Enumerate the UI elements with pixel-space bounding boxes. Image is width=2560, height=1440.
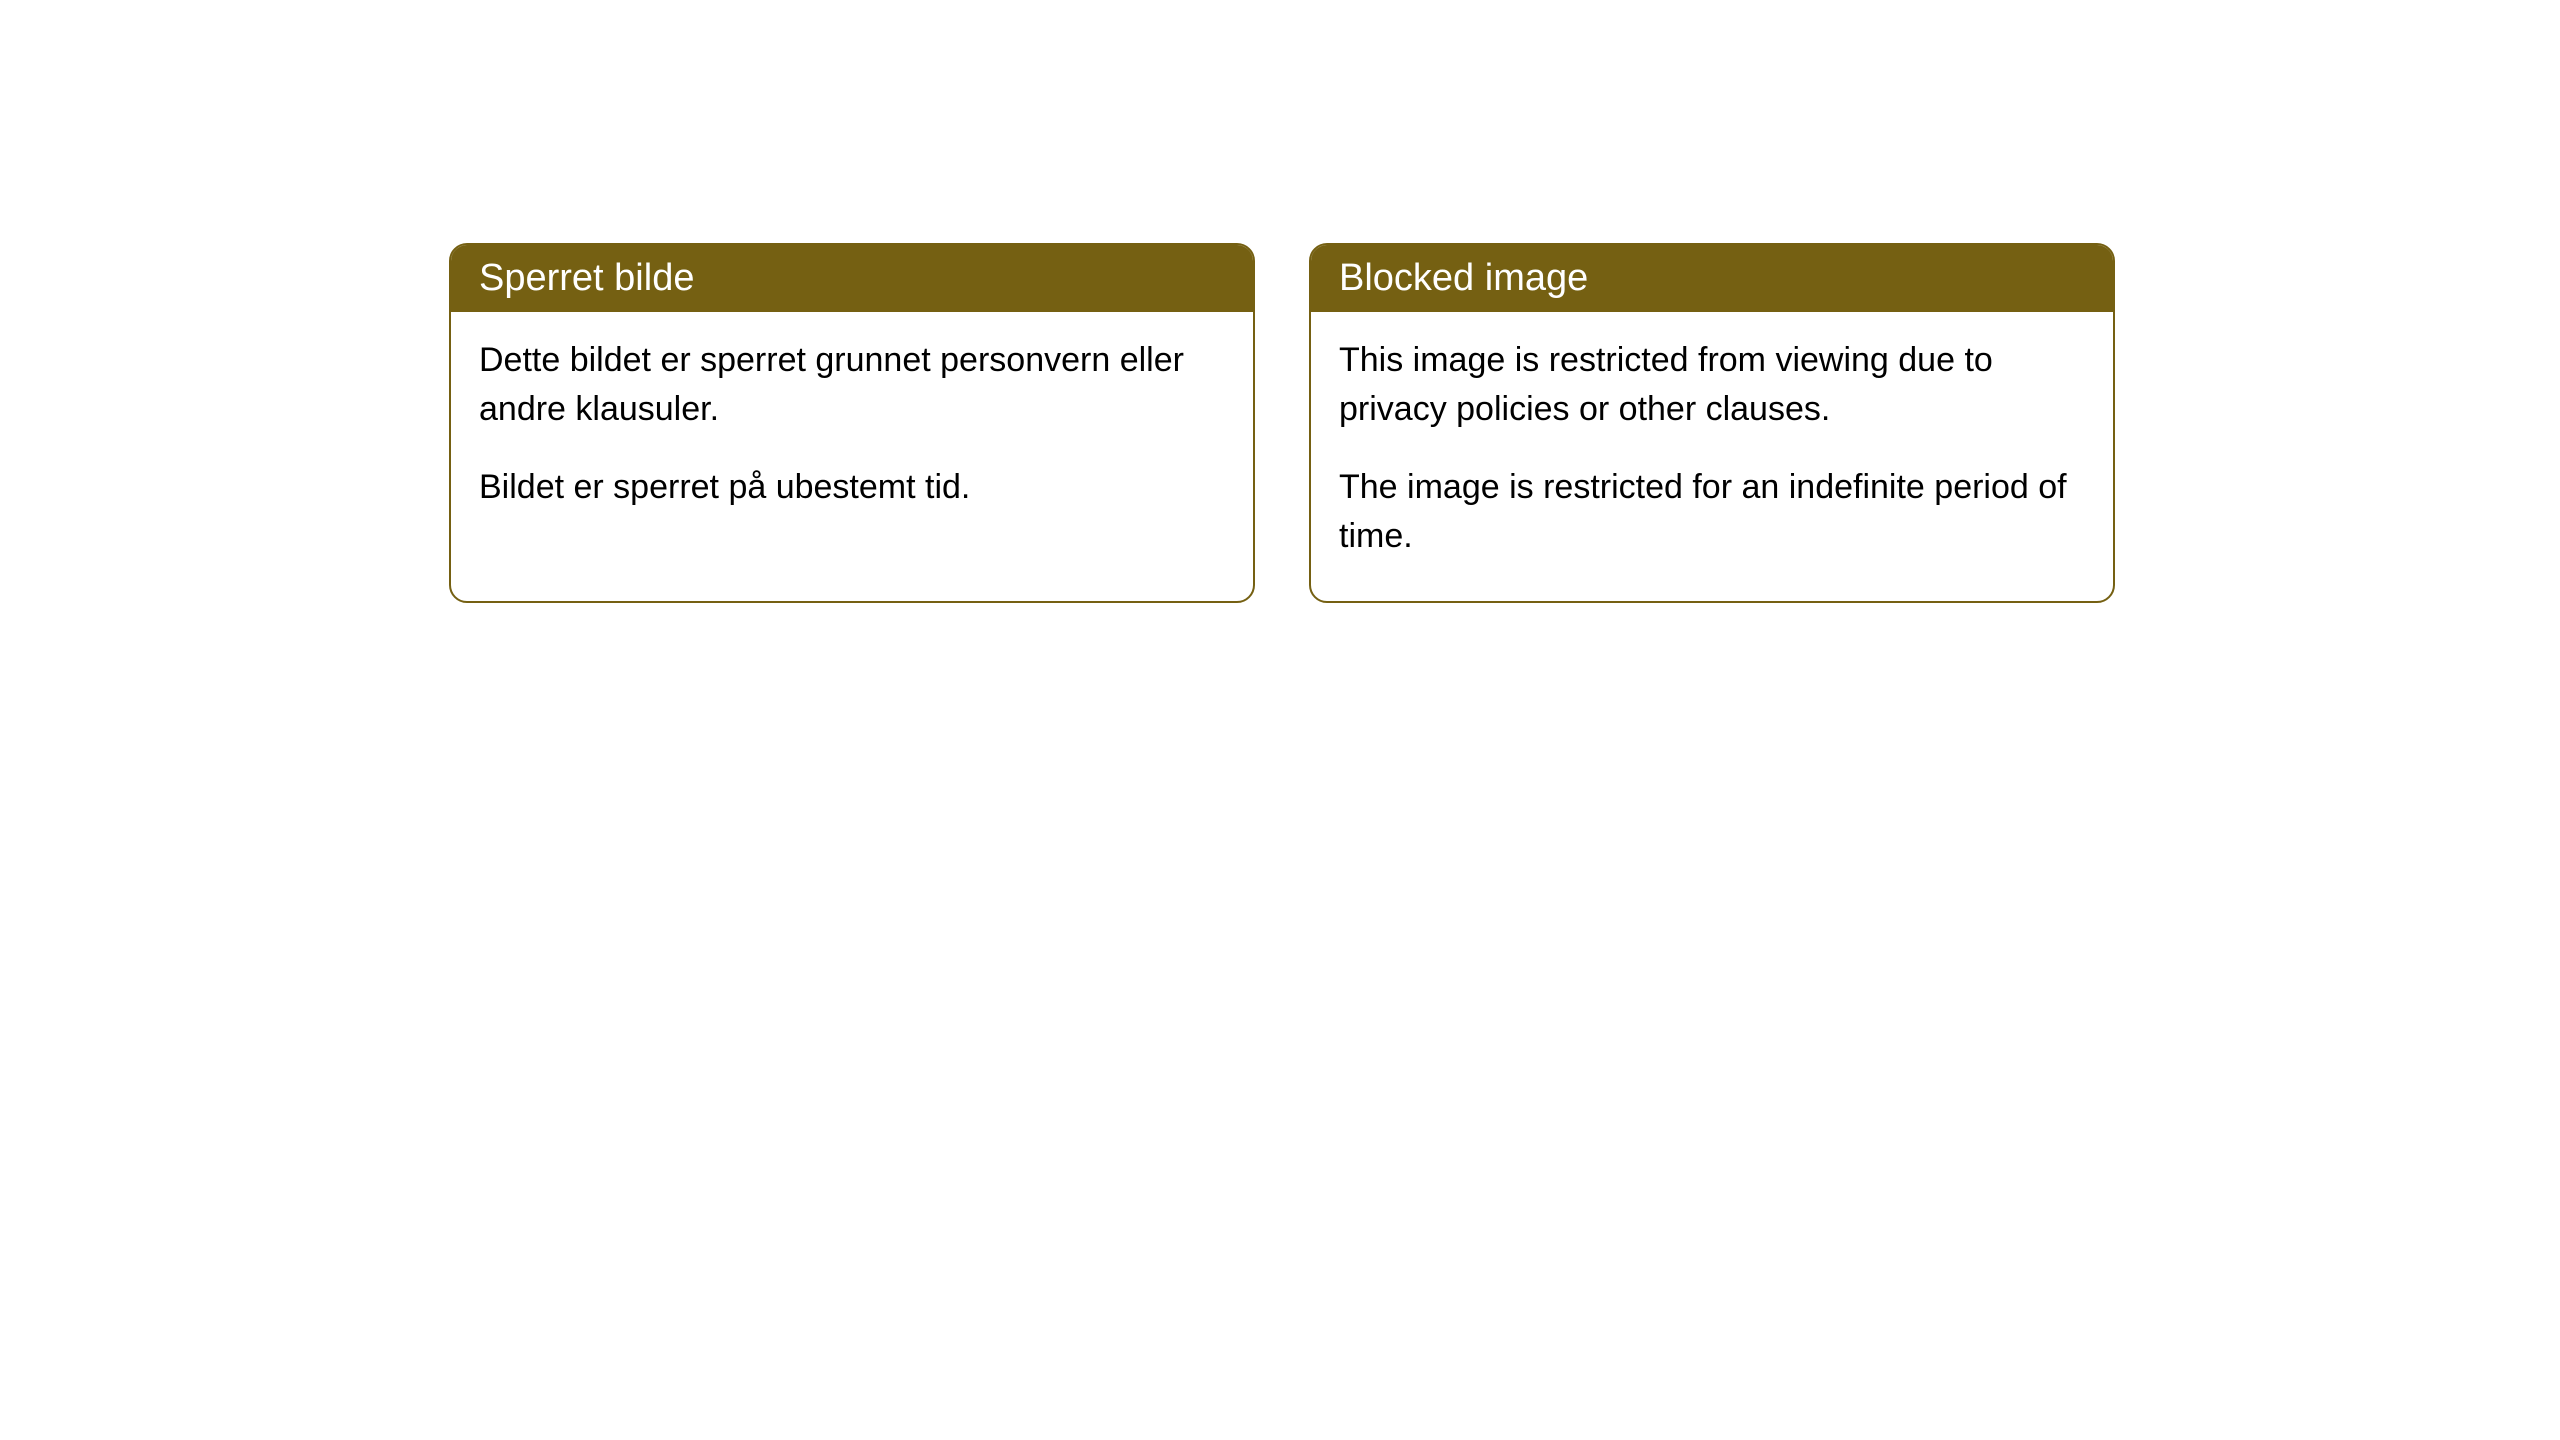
card-paragraph-1: This image is restricted from viewing du… — [1339, 336, 2085, 435]
card-paragraph-1: Dette bildet er sperret grunnet personve… — [479, 336, 1225, 435]
card-paragraph-2: The image is restricted for an indefinit… — [1339, 463, 2085, 562]
blocked-image-card-english: Blocked image This image is restricted f… — [1309, 243, 2115, 603]
card-title: Sperret bilde — [479, 257, 694, 299]
card-header: Blocked image — [1311, 245, 2113, 312]
card-body: Dette bildet er sperret grunnet personve… — [451, 312, 1253, 552]
card-body: This image is restricted from viewing du… — [1311, 312, 2113, 601]
card-paragraph-2: Bildet er sperret på ubestemt tid. — [479, 463, 1225, 512]
notice-cards-container: Sperret bilde Dette bildet er sperret gr… — [449, 243, 2115, 603]
card-header: Sperret bilde — [451, 245, 1253, 312]
blocked-image-card-norwegian: Sperret bilde Dette bildet er sperret gr… — [449, 243, 1255, 603]
card-title: Blocked image — [1339, 257, 1588, 299]
